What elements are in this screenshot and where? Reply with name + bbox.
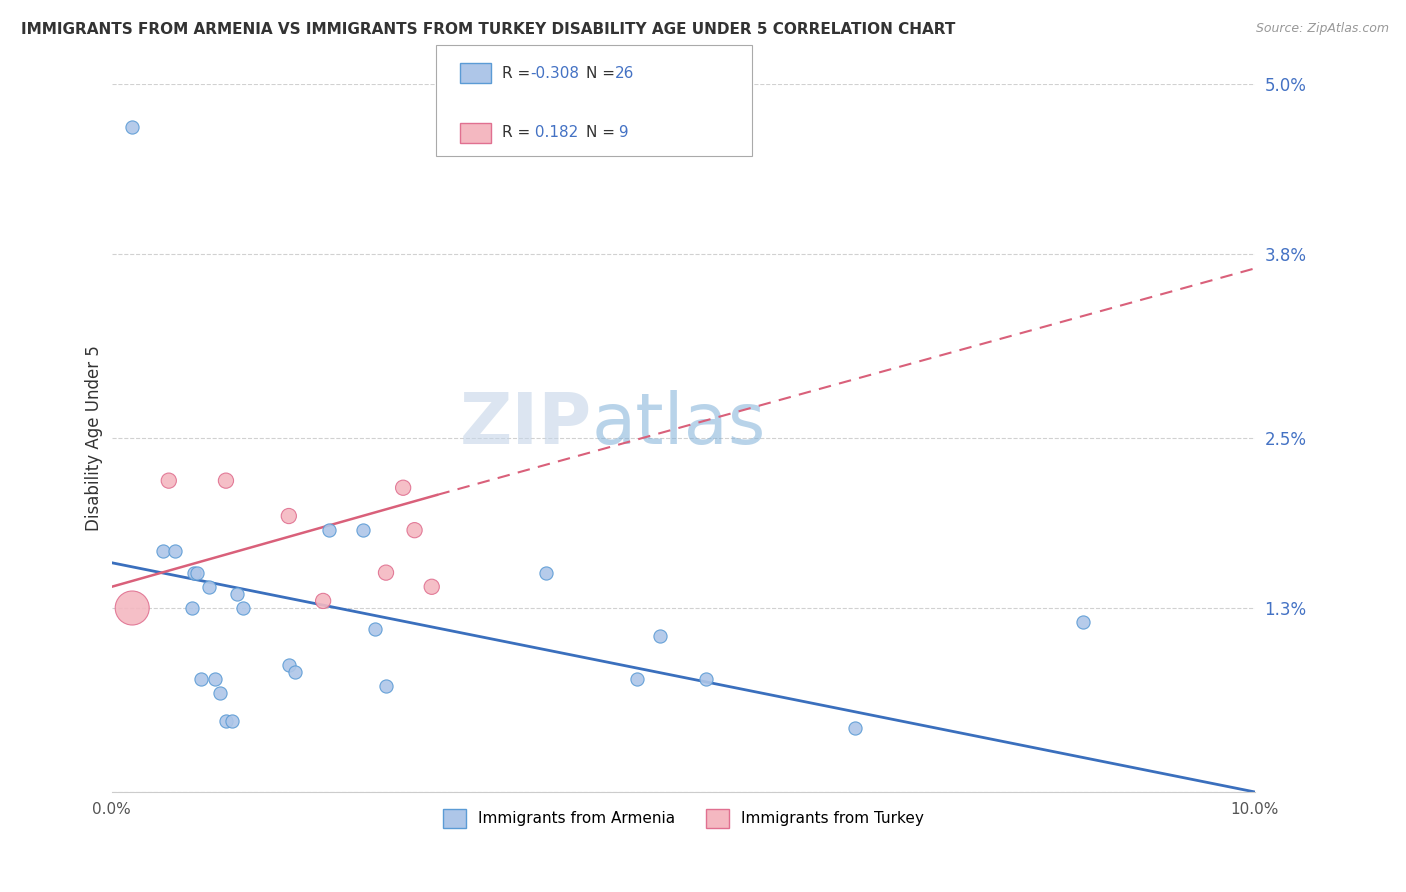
Text: 9: 9: [614, 126, 628, 140]
Point: [190, 672, 212, 686]
Text: N =: N =: [586, 66, 620, 80]
Point: [121, 120, 143, 134]
Point: [221, 714, 243, 729]
Text: N =: N =: [586, 126, 620, 140]
Text: R =: R =: [502, 126, 536, 140]
Y-axis label: Disability Age Under 5: Disability Age Under 5: [86, 345, 103, 531]
Point: [232, 601, 254, 615]
Point: [277, 657, 299, 672]
Point: [152, 544, 174, 558]
Text: 0.182: 0.182: [530, 126, 578, 140]
Point: [180, 601, 202, 615]
Text: Source: ZipAtlas.com: Source: ZipAtlas.com: [1256, 22, 1389, 36]
Point: [363, 622, 385, 636]
Point: [226, 587, 249, 601]
Text: ZIP: ZIP: [460, 390, 592, 458]
Point: [392, 481, 415, 495]
Point: [534, 566, 557, 580]
Text: atlas: atlas: [592, 390, 766, 458]
Point: [283, 665, 305, 679]
Point: [420, 580, 443, 594]
Point: [626, 672, 648, 686]
Point: [186, 566, 208, 580]
Text: IMMIGRANTS FROM ARMENIA VS IMMIGRANTS FROM TURKEY DISABILITY AGE UNDER 5 CORRELA: IMMIGRANTS FROM ARMENIA VS IMMIGRANTS FR…: [21, 22, 956, 37]
Point: [209, 686, 232, 700]
Point: [277, 509, 299, 524]
Point: [183, 566, 205, 580]
Point: [375, 566, 398, 580]
Point: [1071, 615, 1094, 629]
Point: [198, 580, 221, 594]
Point: [650, 629, 672, 643]
Text: R =: R =: [502, 66, 536, 80]
Point: [318, 523, 340, 537]
Point: [404, 523, 426, 537]
Point: [215, 714, 238, 729]
Text: -0.308: -0.308: [530, 66, 579, 80]
Point: [163, 544, 186, 558]
Point: [844, 721, 866, 735]
Point: [375, 679, 398, 693]
Point: [204, 672, 226, 686]
Point: [312, 594, 335, 608]
Point: [157, 474, 180, 488]
Point: [121, 601, 143, 615]
Point: [695, 672, 717, 686]
Point: [352, 523, 374, 537]
Point: [215, 474, 238, 488]
Legend: Immigrants from Armenia, Immigrants from Turkey: Immigrants from Armenia, Immigrants from…: [437, 803, 929, 834]
Text: 26: 26: [614, 66, 634, 80]
